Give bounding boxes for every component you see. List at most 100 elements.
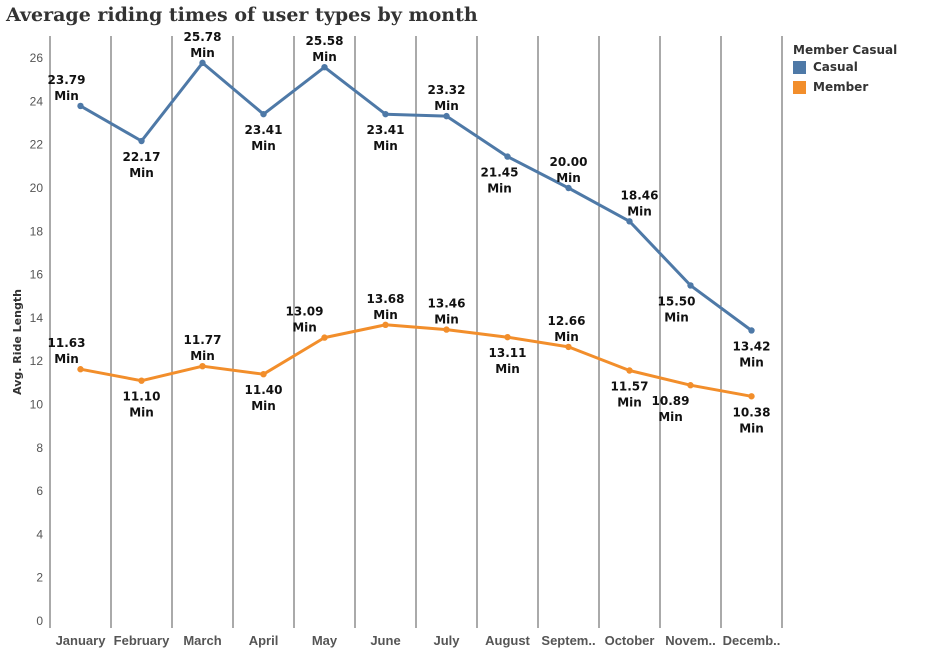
y-tick-label: 2 [36,571,43,585]
data-label-unit: Min [190,46,215,60]
data-point [504,333,511,341]
data-point [321,63,328,71]
data-point [138,137,145,145]
x-tick-label: May [312,633,338,648]
data-point [77,102,84,110]
data-label-value: 13.42 [733,339,771,353]
series-line-casual [79,61,753,332]
data-label-value: 25.58 [306,34,344,48]
x-tick-label: October [605,633,655,648]
data-point [626,218,633,225]
legend-label: Member [813,80,869,94]
x-tick-label: April [249,633,279,648]
x-tick-label: July [433,633,460,648]
data-point [382,321,389,329]
y-tick-label: 10 [30,398,44,412]
data-point [382,110,389,118]
x-tick-label: Septem.. [541,633,595,648]
legend-item-casual[interactable]: Casual [793,57,897,77]
data-label-value: 10.38 [733,405,771,419]
legend: Member Casual Casual Member [793,43,897,97]
data-label-unit: Min [664,310,689,324]
y-tick-label: 22 [30,138,44,152]
data-label-value: 18.46 [621,188,659,202]
data-label-value: 13.68 [367,292,405,306]
legend-label: Casual [813,60,858,74]
y-tick-label: 12 [30,354,44,368]
data-label-unit: Min [54,89,79,103]
data-point [504,153,511,160]
data-label-unit: Min [495,362,520,376]
data-label-unit: Min [54,352,79,366]
data-label-value: 10.89 [652,394,690,408]
y-tick-label: 14 [30,311,44,325]
y-tick-label: 24 [30,94,44,108]
y-tick-label: 0 [36,614,43,628]
data-label-unit: Min [129,406,154,420]
x-tick-label: August [485,633,530,648]
series-line-member [80,323,752,398]
y-tick-label: 16 [30,268,44,282]
legend-swatch [793,80,806,94]
data-labels: 23.79 Min 22.17 Min 25.78 Min 23.41 Min 25.58 Min… [48,30,771,435]
y-tick-label: 20 [30,181,44,195]
chart-title: Average riding times of user types by mo… [6,4,478,26]
data-label-unit: Min [373,308,398,322]
x-tick-label: June [370,633,400,648]
data-point [565,184,572,192]
data-label-unit: Min [312,50,337,64]
data-label-value: 23.79 [48,73,86,87]
data-label-unit: Min [556,171,581,185]
data-label-value: 11.10 [123,390,161,404]
legend-swatch [793,60,806,74]
data-point [260,370,267,378]
data-label-unit: Min [554,330,579,344]
data-point [443,326,450,333]
data-label-value: 23.41 [367,123,405,137]
data-label-unit: Min [739,355,764,369]
data-label-value: 20.00 [550,155,588,169]
x-tick-label: March [183,633,221,648]
data-point [748,393,755,400]
data-label-unit: Min [658,410,683,424]
data-label-value: 13.11 [489,346,527,360]
x-tick-label: January [56,633,107,648]
data-label-value: 11.77 [184,333,222,347]
data-label-unit: Min [190,349,215,363]
data-label-unit: Min [739,421,764,435]
data-label-value: 22.17 [123,150,161,164]
y-tick-label: 18 [30,224,44,238]
data-label-value: 13.46 [428,297,466,311]
y-tick-label: 6 [36,484,43,498]
data-point [260,110,267,118]
data-point [565,343,572,351]
x-axis: January February March April May June July Augu… [56,633,781,648]
data-label-unit: Min [434,313,459,327]
data-label-unit: Min [129,166,154,180]
y-tick-label: 26 [30,51,44,65]
legend-title: Member Casual [793,43,898,57]
data-label-value: 13.09 [286,305,324,319]
data-label-unit: Min [373,139,398,153]
data-point [687,282,694,289]
data-label-value: 12.66 [548,314,586,328]
series-lines [79,61,753,398]
month-dividers [49,36,783,628]
data-label-value: 23.32 [428,83,466,97]
data-label-unit: Min [487,182,512,196]
data-label-value: 11.63 [48,336,86,350]
data-point [138,377,145,384]
data-label-unit: Min [251,139,276,153]
legend-item-member[interactable]: Member [793,77,897,97]
data-point [199,362,206,370]
data-point [443,112,450,120]
data-label-unit: Min [617,396,642,410]
x-tick-label: Decemb.. [723,633,781,648]
data-label-value: 15.50 [658,294,696,308]
data-label-unit: Min [292,321,317,335]
x-tick-label: February [114,633,170,648]
y-tick-label: 4 [36,527,43,541]
x-tick-label: Novem.. [665,633,716,648]
